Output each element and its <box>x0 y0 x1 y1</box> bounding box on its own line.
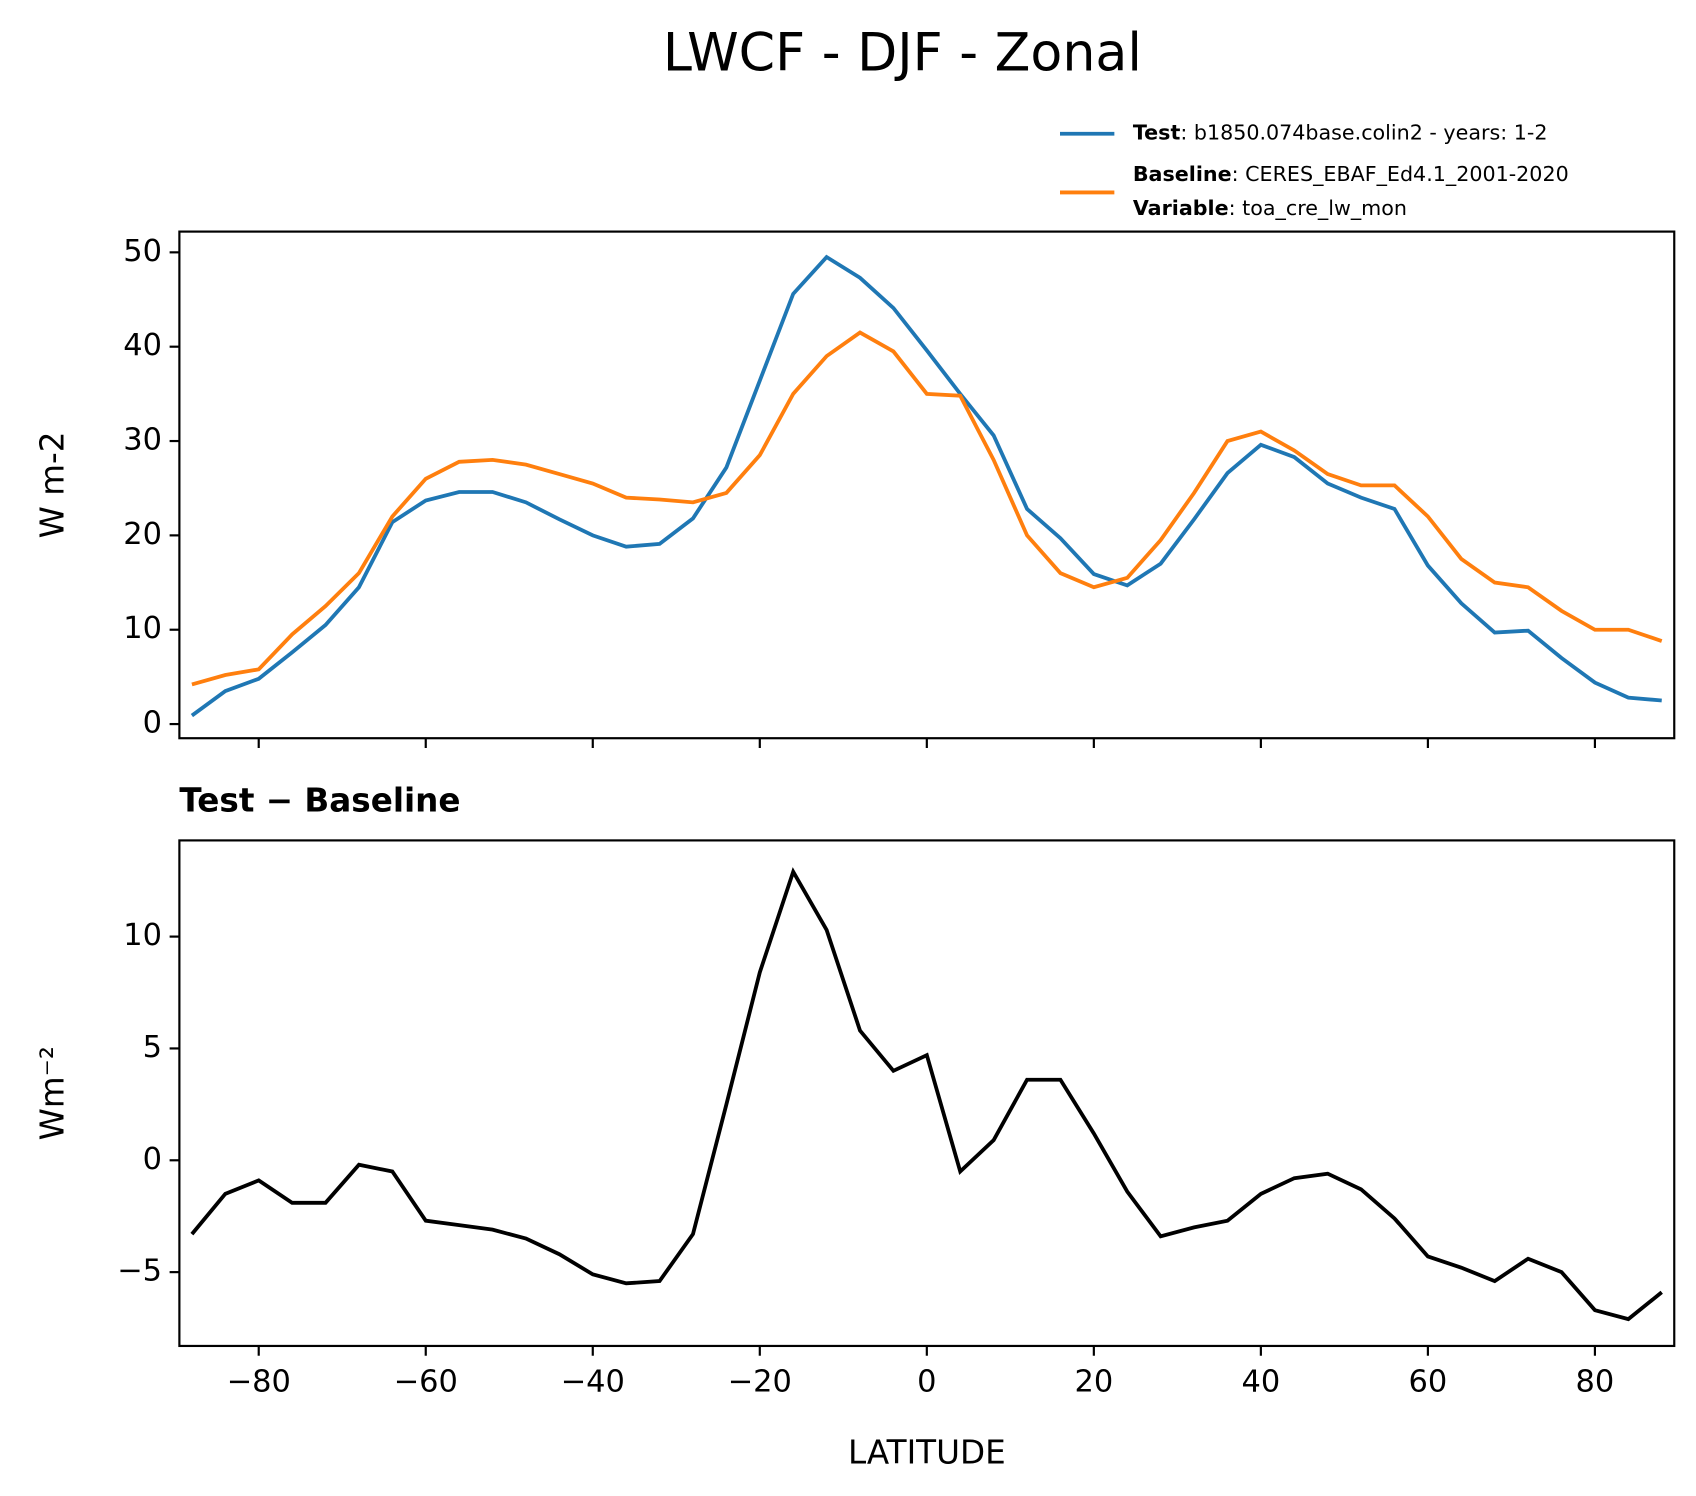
y-tick-label: 10 <box>123 918 162 953</box>
x-tick-label: 80 <box>1576 1364 1615 1399</box>
y-tick-label: −5 <box>117 1254 162 1289</box>
figure-title: LWCF - DJF - Zonal <box>663 24 1142 84</box>
x-axis-label: LATITUDE <box>848 1434 1006 1472</box>
legend-entry: Variable: toa_cre_lw_mon <box>1133 196 1407 221</box>
y-axis-label: Wm⁻² <box>33 1046 71 1140</box>
legend-entry: Test: b1850.074base.colin2 - years: 1-2 <box>1133 121 1548 145</box>
y-tick-label: 5 <box>143 1030 162 1065</box>
y-axis-label: W m-2 <box>33 431 71 538</box>
data-line <box>190 254 1662 718</box>
x-tick-label: −40 <box>561 1364 625 1399</box>
axes-frame <box>178 839 1676 1348</box>
y-tick-label: 20 <box>123 517 162 552</box>
axes-frame <box>178 230 1676 740</box>
x-tick-label: 20 <box>1074 1364 1113 1399</box>
legend-name: Test <box>1133 121 1181 145</box>
legend-entry: Baseline: CERES_EBAF_Ed4.1_2001-2020 <box>1133 162 1569 187</box>
x-tick-label: −80 <box>227 1364 291 1399</box>
data-line <box>191 330 1663 687</box>
x-tick-label: 0 <box>917 1364 936 1399</box>
y-tick-label: 50 <box>123 234 162 269</box>
y-tick-label: 0 <box>143 706 162 741</box>
y-tick-label: 0 <box>143 1142 162 1177</box>
x-tick-label: −20 <box>728 1364 792 1399</box>
y-tick-label: 10 <box>123 611 162 646</box>
legend-name: Variable <box>1133 196 1229 220</box>
y-tick-label: 40 <box>123 328 162 363</box>
data-line <box>190 867 1663 1322</box>
legend-name: Baseline <box>1133 162 1232 186</box>
y-tick-label: 30 <box>123 423 162 458</box>
x-tick-label: 40 <box>1242 1364 1281 1399</box>
subplot-title: Test − Baseline <box>179 781 460 819</box>
legend-detail: : b1850.074base.colin2 - years: 1-2 <box>1180 121 1547 145</box>
x-tick-label: −60 <box>394 1364 458 1399</box>
x-tick-label: 60 <box>1409 1364 1448 1399</box>
legend-detail: : CERES_EBAF_Ed4.1_2001-2020 <box>1232 162 1569 187</box>
legend-detail: : toa_cre_lw_mon <box>1229 196 1407 221</box>
